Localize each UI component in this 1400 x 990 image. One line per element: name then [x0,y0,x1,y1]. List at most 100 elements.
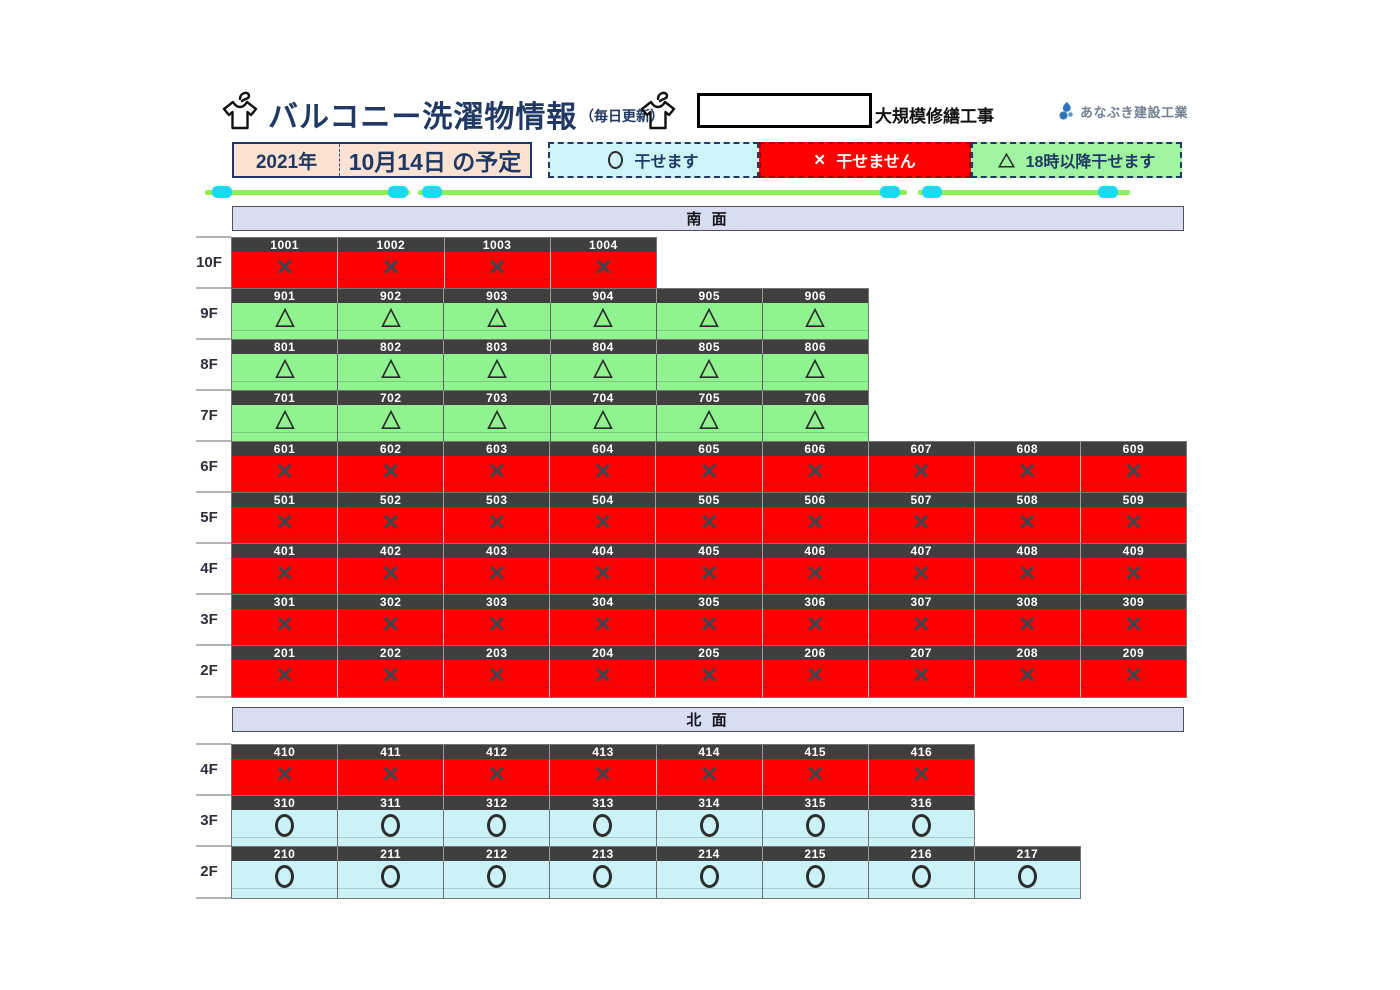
company-logo-icon [1059,102,1073,120]
floor-separator [196,236,231,238]
room-status-cell: × [550,659,657,697]
room-number: 509 [1122,493,1145,507]
section-header-south: 南 面 [232,206,1184,231]
triangle-icon [274,308,295,328]
floor-row: 701 702 703 704 705 706 [231,390,869,443]
room-number: 304 [550,595,657,609]
room-number-row: 310 311 312 313 314 315 316 [232,796,974,810]
room-status-cell [762,354,869,391]
legend: 干せます × 干せません 18時以降干せます [548,142,1182,178]
room-number: 206 [763,646,869,660]
circle-icon [275,813,295,837]
cross-icon: × [594,659,612,690]
room-number: 412 [444,745,551,759]
cross-icon: × [276,557,293,588]
room-status-cell: × [1080,557,1186,595]
room-status-cell: × [232,557,339,595]
room-number: 503 [444,493,551,507]
cross-icon: × [488,758,506,789]
room-number: 1003 [445,238,551,252]
cross-icon: × [488,506,505,537]
room-status-cell: × [1080,660,1186,697]
cross-icon: × [488,455,505,486]
cross-icon: × [913,758,930,789]
cross-icon: × [806,506,824,537]
room-status-cell: × [232,507,339,544]
room-status-cell [656,861,763,898]
room-number: 502 [338,493,445,507]
triangle-icon [805,359,826,379]
floor-separator [196,389,231,391]
room-number: 303 [444,595,551,609]
status-cell-row [232,303,869,340]
room-number-row: 1001 1002 1003 1004 [232,238,656,252]
clothespin-icon [422,186,442,198]
room-number: 309 [1122,595,1145,609]
room-status-cell [762,405,869,442]
room-number: 1004 [589,238,618,252]
room-number-row: 601 602 603 604 605 606 607 608 609 [232,442,1186,456]
room-status-cell [444,354,551,391]
room-status-cell [444,303,551,340]
room-status-cell: × [338,252,445,289]
room-status-cell: × [656,660,763,697]
cross-icon: × [913,455,930,486]
room-status-cell [656,303,763,340]
floor-separator [196,440,231,442]
room-status-cell [656,405,763,442]
room-number: 802 [338,340,445,354]
room-status-cell: × [762,557,869,595]
triangle-icon [274,410,295,430]
triangle-icon [380,308,401,328]
status-cell-row: × × × × × × × × × [232,660,1186,697]
section-header-north: 北 面 [232,707,1184,732]
room-number: 606 [763,442,869,456]
room-number: 901 [232,289,339,303]
room-number: 212 [444,847,551,861]
floor-label: 8F [200,356,218,373]
cross-icon: × [1125,557,1142,588]
triangle-icon [380,359,401,379]
room-status-cell [550,861,657,898]
clothesline-segment [205,190,410,195]
room-status-cell [762,861,869,898]
cross-icon: × [807,758,824,789]
room-number: 903 [444,289,551,303]
floor-row: 1001 1002 1003 1004 × × × × [231,237,657,290]
cross-icon: × [806,557,824,588]
triangle-icon [699,308,720,328]
clothespin-icon [1098,186,1118,198]
floor-separator [196,794,231,796]
cross-icon: × [913,506,930,537]
company-name: あなぶき建設工業 [1080,104,1189,120]
room-number-row: 701 702 703 704 705 706 [232,391,868,405]
cross-icon: × [594,455,612,486]
room-number: 604 [550,442,657,456]
legend-label: 干せません [836,154,916,171]
cross-icon: × [594,758,612,789]
room-number: 307 [869,595,975,609]
circle-icon [487,813,507,837]
cross-icon: × [700,506,718,537]
room-number: 804 [551,340,657,354]
room-number: 1002 [338,238,445,252]
status-cell-row: × × × × × × × [232,759,974,796]
room-status-cell [974,861,1080,898]
room-number: 404 [550,544,657,558]
cross-icon: × [1019,506,1036,537]
clothesline-segment [918,190,1130,195]
tshirt-hanger-icon [222,91,258,130]
room-status-cell: × [1080,609,1186,646]
cross-icon: × [488,557,505,588]
status-cell-row [232,861,1080,898]
floor-row: 401 402 403 404 405 406 407 408 409 × × × × × × × × × [231,543,1187,596]
room-status-cell: × [762,456,869,493]
room-number: 701 [232,391,339,405]
cross-icon: × [382,557,399,588]
circle-icon [805,813,825,837]
status-cell-row [232,354,869,391]
room-number: 415 [763,745,869,759]
cross-icon: × [594,506,612,537]
triangle-icon [593,410,613,430]
room-number: 902 [338,289,445,303]
